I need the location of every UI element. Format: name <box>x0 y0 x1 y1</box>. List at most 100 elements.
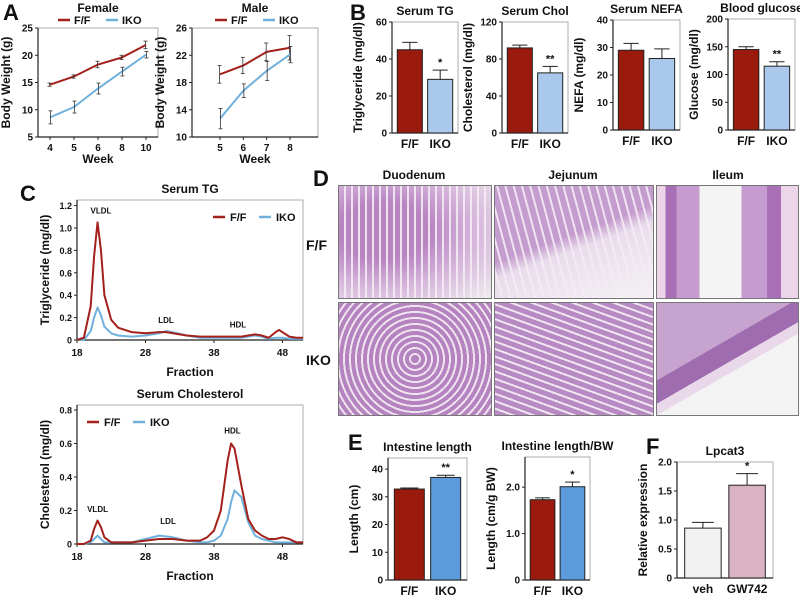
y-axis-label: Length (cm/g BW) <box>484 467 498 570</box>
panel-label-b: B <box>350 0 366 25</box>
legend-label: F/F <box>230 212 247 224</box>
y-tick-label: 0.4 <box>59 291 72 301</box>
x-tick-label: 28 <box>140 552 152 563</box>
panel-label-e: E <box>348 430 363 455</box>
chart-female: Female 5 10 15 20 25 Body Weight (g) Week 4 5 6 8 10… <box>0 1 159 166</box>
chart-intestine-length: Intestine length 0 10 20 30 40 Length (cm) F/F *… <box>347 440 472 598</box>
y-tick-label: 50 <box>712 98 724 109</box>
peak-annotation: LDL <box>158 316 174 325</box>
y-axis-label: Glucose (mg/dl) <box>687 29 701 120</box>
x-category-label: IKO <box>651 134 672 148</box>
x-tick-label: 8 <box>287 143 293 154</box>
y-tick-label: 20 <box>22 51 34 62</box>
x-category-label: F/F <box>511 137 529 151</box>
peak-annotation: HDL <box>230 321 247 330</box>
y-tick-label: 14 <box>176 105 188 116</box>
column-title-ileum: Ileum <box>712 168 744 182</box>
panel-label-a: A <box>3 0 19 25</box>
chart-title: Intestine length <box>383 440 472 454</box>
bar-ff <box>732 49 760 131</box>
legend-label: F/F <box>74 15 91 27</box>
y-tick-label: 100 <box>706 70 723 81</box>
x-category-label: IKO <box>562 584 583 598</box>
chart-title: Male <box>242 1 269 15</box>
y-tick-label: 20 <box>376 92 388 103</box>
y-axis-label: Triglyceride (mg/dl) <box>351 22 365 133</box>
y-tick-label: 0 <box>717 126 723 137</box>
x-category-label: F/F <box>622 134 640 148</box>
significance-label: * <box>745 461 750 473</box>
x-tick-label: 18 <box>71 348 83 359</box>
chart-title: Blood glucose <box>720 1 800 15</box>
y-tick-label: 10 <box>176 133 188 144</box>
chart-serum-tg: Serum TG 0 0.2 0.4 0.6 0.8 1.0 1.2 Triglyceride … <box>38 182 304 379</box>
y-tick-label: 0 <box>67 336 72 346</box>
y-tick-label: 20 <box>372 520 384 531</box>
bar-veh <box>684 527 722 579</box>
bar-iko <box>537 72 564 134</box>
y-tick-label: 80 <box>486 55 498 66</box>
y-tick-label: 30 <box>597 43 609 54</box>
chart-blood-glucose: Blood glucose 0 50 100 150 200 Glucose (mg/dl)… <box>687 1 800 148</box>
legend-label: F/F <box>104 417 121 429</box>
x-tick-label: 5 <box>217 143 223 154</box>
bar-iko <box>763 65 791 131</box>
chart-serum-cholesterol: Serum Cholesterol 0 0.2 0.4 0.6 0.8 Cholestero… <box>38 387 304 583</box>
chart-serum-chol: Serum Chol 0 40 80 120 Cholesterol (mg/dl) F/F… <box>461 4 569 151</box>
y-tick-label: 0.2 <box>59 506 72 516</box>
y-tick-label: 0.6 <box>59 439 72 449</box>
y-tick-label: 0 <box>666 574 672 585</box>
y-tick-label: 5 <box>27 133 33 144</box>
x-category-label: GW742 <box>727 582 768 596</box>
x-category-label: IKO <box>766 134 787 148</box>
x-category-label: F/F <box>737 134 755 148</box>
x-tick-label: 48 <box>277 552 289 563</box>
chart-title: Serum Chol <box>501 4 568 18</box>
y-axis-label: Body Weight (g) <box>153 37 167 129</box>
bar-iko <box>648 58 676 131</box>
y-tick-label: 40 <box>372 465 384 476</box>
bar-ff <box>529 499 556 581</box>
y-tick-label: 22 <box>176 51 188 62</box>
peak-annotation: VLDL <box>87 505 108 514</box>
legend-label: F/F <box>231 15 248 27</box>
histology-image-ff-duodenum <box>338 185 492 299</box>
series-line-ff <box>77 442 303 545</box>
histology-image-iko-ileum <box>656 302 799 416</box>
y-axis-label: Relative expression <box>636 464 650 577</box>
y-tick-label: 2.0 <box>658 458 672 469</box>
y-tick-label: 10 <box>22 105 34 116</box>
bar-ff <box>617 49 645 131</box>
x-category-label: F/F <box>401 137 419 151</box>
chart-title: Serum TG <box>396 4 453 18</box>
legend-label: IKO <box>150 417 170 429</box>
x-tick-label: 7 <box>264 143 270 154</box>
x-axis-label: Week <box>82 152 113 166</box>
x-tick-label: 5 <box>71 143 77 154</box>
histology-image-iko-jejunum <box>494 302 654 416</box>
y-tick-label: 0 <box>377 576 383 587</box>
chart-serum-tg: Serum TG 0 20 40 60 Triglyceride (mg/dl) F/F * I… <box>351 4 459 151</box>
bar-iko <box>430 476 462 581</box>
y-tick-label: 0.2 <box>59 313 72 323</box>
x-category-label: IKO <box>435 584 456 598</box>
y-tick-label: 40 <box>597 16 609 27</box>
bar-ff <box>396 49 423 134</box>
y-tick-label: 20 <box>597 71 609 82</box>
row-label-ff: F/F <box>306 237 327 253</box>
y-tick-label: 15 <box>22 78 34 89</box>
chart-title: Serum NEFA <box>610 2 683 16</box>
x-tick-label: 8 <box>119 143 125 154</box>
column-title-jejunum: Jejunum <box>548 168 598 182</box>
y-tick-label: 40 <box>486 92 498 103</box>
x-axis-label: Fraction <box>166 569 213 583</box>
chart-male: Male 10 14 18 22 26 Body Weight (g) Week 5 6 7 8 F/F… <box>153 1 319 166</box>
x-axis-label: Fraction <box>166 365 213 379</box>
y-tick-label: 0 <box>514 576 520 587</box>
y-tick-label: 0 <box>67 540 72 550</box>
peak-annotation: HDL <box>224 426 241 435</box>
y-tick-label: 120 <box>480 18 497 29</box>
y-axis-label: NEFA (mg/dl) <box>572 38 586 113</box>
x-axis-label: Week <box>239 152 270 166</box>
y-axis-label: Cholesterol (mg/dl) <box>461 23 475 132</box>
